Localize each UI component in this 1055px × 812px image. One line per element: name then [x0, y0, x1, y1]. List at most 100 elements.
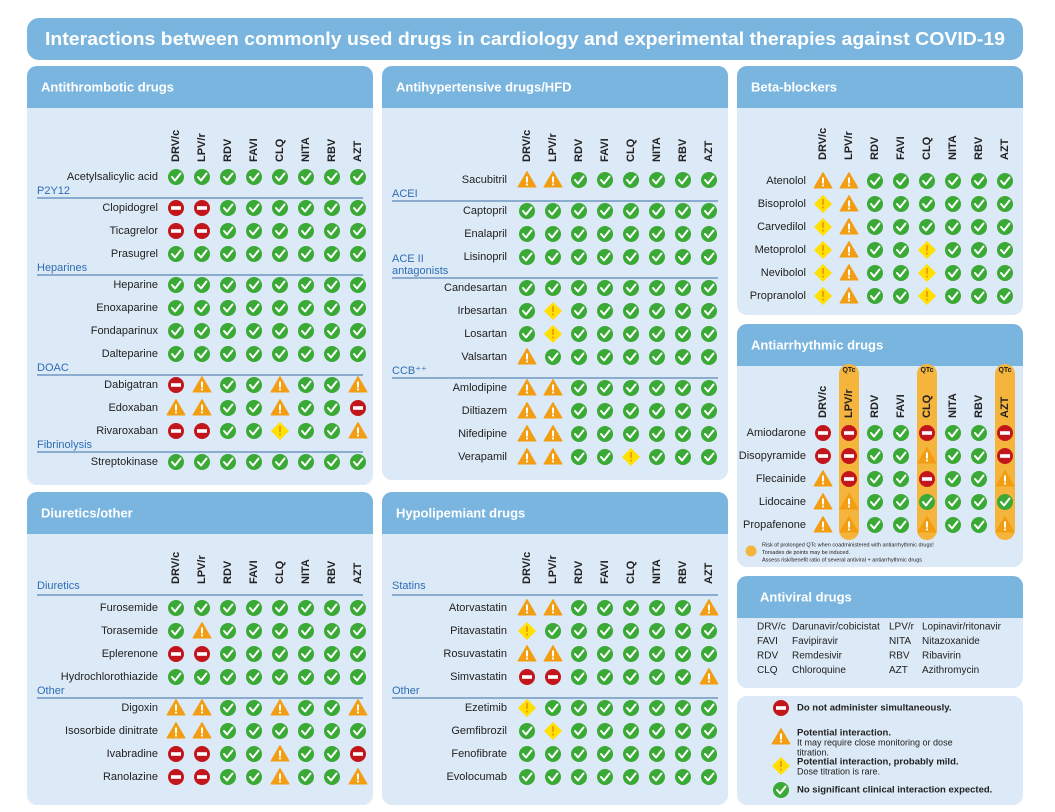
icon-glyph	[526, 176, 528, 183]
interaction-icon	[597, 623, 613, 639]
icon-shape	[246, 277, 262, 293]
drug-name: Bisoprolol	[758, 198, 806, 210]
drug-name: Torasemide	[101, 625, 158, 637]
icon-glyph	[704, 429, 715, 439]
icon-shape	[597, 700, 613, 716]
drug-name: Propafenone	[743, 519, 806, 531]
interaction-icon	[192, 722, 212, 739]
column-header: DRV/c	[521, 552, 533, 584]
icon-shape	[701, 426, 717, 442]
antiviral-abbr: NITA	[889, 636, 911, 647]
icon-shape	[867, 471, 883, 487]
icon-shape	[246, 623, 262, 639]
icon-shape	[272, 669, 288, 685]
drug-name: Gemfibrozil	[451, 725, 507, 737]
icon-glyph	[974, 222, 985, 232]
interaction-icon	[350, 200, 366, 216]
icon-glyph	[197, 603, 208, 613]
icon-glyph	[301, 280, 312, 290]
icon-glyph	[249, 403, 260, 413]
icon-glyph	[327, 349, 338, 359]
icon-glyph	[652, 749, 663, 759]
interaction-icon	[246, 669, 262, 685]
icon-glyph	[249, 703, 260, 713]
icon-glyph	[301, 603, 312, 613]
icon-glyph	[548, 206, 559, 216]
icon-glyph	[652, 672, 663, 682]
icon-glyph	[574, 352, 585, 362]
icon-shape	[246, 400, 262, 416]
interaction-icon	[272, 277, 288, 293]
icon-glyph	[551, 391, 555, 394]
icon-glyph	[600, 452, 611, 462]
icon-glyph	[844, 477, 854, 481]
group-heading: Other	[37, 685, 65, 697]
icon-glyph	[678, 283, 689, 293]
interaction-icon	[597, 746, 613, 762]
qtc-label: QTc	[842, 367, 855, 374]
icon-shape	[597, 326, 613, 342]
icon-shape	[971, 196, 987, 212]
icon-glyph	[525, 633, 529, 636]
icon-shape	[220, 669, 236, 685]
interaction-icon	[350, 454, 366, 470]
icon-glyph	[926, 521, 928, 528]
drug-name: Streptokinase	[91, 456, 158, 468]
icon-glyph	[197, 457, 208, 467]
icon-glyph	[626, 749, 637, 759]
icon-shape	[597, 280, 613, 296]
group-heading: Diuretics	[37, 580, 80, 592]
interaction-icon	[623, 280, 639, 296]
group-heading: Statins	[392, 580, 426, 592]
interaction-icon	[571, 600, 587, 616]
interaction-icon	[571, 280, 587, 296]
icon-glyph	[279, 750, 281, 757]
icon-shape	[168, 323, 184, 339]
icon-shape	[545, 746, 561, 762]
panel-title: Hypolipemiant drugs	[396, 505, 525, 520]
interaction-icon	[841, 448, 857, 464]
icon-glyph	[896, 199, 907, 209]
interaction-icon	[324, 669, 340, 685]
icon-glyph	[708, 604, 710, 611]
icon-glyph	[301, 380, 312, 390]
icon-glyph	[574, 726, 585, 736]
panel-title: Antiviral drugs	[760, 589, 852, 604]
icon-glyph	[301, 349, 312, 359]
interaction-icon	[997, 288, 1013, 304]
interaction-icon	[649, 249, 665, 265]
icon-glyph	[704, 252, 715, 262]
icon-glyph	[278, 711, 282, 714]
icon-glyph	[275, 326, 286, 336]
interaction-icon	[945, 196, 961, 212]
drug-name: Disopyramide	[739, 450, 806, 462]
icon-shape	[350, 346, 366, 362]
interaction-icon	[246, 246, 262, 262]
interaction-icon	[246, 746, 262, 762]
icon-shape	[623, 746, 639, 762]
icon-shape	[649, 426, 665, 442]
icon-glyph	[278, 780, 282, 783]
interaction-icon	[839, 493, 859, 510]
icon-shape	[701, 746, 717, 762]
icon-glyph	[896, 268, 907, 278]
interaction-icon	[272, 623, 288, 639]
icon-shape	[867, 288, 883, 304]
icon-shape	[893, 288, 909, 304]
group-heading: CCB⁺⁺	[392, 365, 427, 377]
drug-name: Rivaroxaban	[96, 425, 158, 437]
icon-shape	[571, 380, 587, 396]
icon-glyph	[600, 672, 611, 682]
interaction-icon	[194, 346, 210, 362]
interaction-icon	[545, 669, 561, 685]
legend-detail: It may require close monitoring or dose	[797, 737, 953, 747]
icon-glyph	[574, 306, 585, 316]
icon-glyph	[574, 329, 585, 339]
interaction-icon	[168, 623, 184, 639]
icon-glyph	[926, 452, 928, 459]
drug-name: Heparine	[113, 279, 158, 291]
interaction-icon	[918, 287, 936, 305]
interaction-icon	[893, 448, 909, 464]
icon-glyph	[548, 749, 559, 759]
icon-glyph	[848, 223, 850, 230]
